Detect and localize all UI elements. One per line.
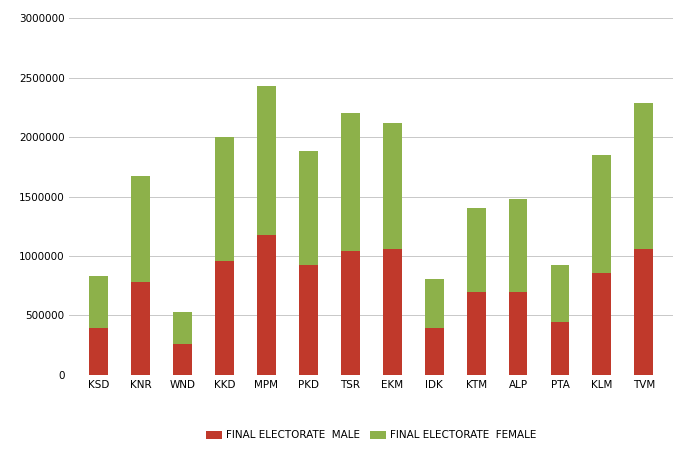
Bar xyxy=(593,272,611,375)
Bar xyxy=(634,249,653,375)
Bar xyxy=(425,329,443,375)
Bar xyxy=(174,344,192,375)
Bar xyxy=(131,282,150,375)
Legend: FINAL ELECTORATE  MALE, FINAL ELECTORATE  FEMALE: FINAL ELECTORATE MALE, FINAL ELECTORATE … xyxy=(202,426,541,445)
Bar xyxy=(466,292,486,375)
Bar xyxy=(383,123,402,249)
Bar xyxy=(509,292,527,375)
Bar xyxy=(215,260,234,375)
Bar xyxy=(215,137,234,260)
Bar xyxy=(466,208,486,292)
Bar xyxy=(131,176,150,282)
Bar xyxy=(257,86,276,234)
Bar xyxy=(634,103,653,249)
Bar xyxy=(299,151,318,266)
Bar xyxy=(174,313,192,344)
Bar xyxy=(593,155,611,272)
Bar xyxy=(341,251,359,375)
Bar xyxy=(509,199,527,292)
Bar xyxy=(383,249,402,375)
Bar xyxy=(550,266,569,323)
Bar xyxy=(299,266,318,375)
Bar xyxy=(90,329,108,375)
Bar xyxy=(90,276,108,329)
Bar xyxy=(550,323,569,375)
Bar xyxy=(425,279,443,329)
Bar xyxy=(341,113,359,251)
Bar xyxy=(257,234,276,375)
